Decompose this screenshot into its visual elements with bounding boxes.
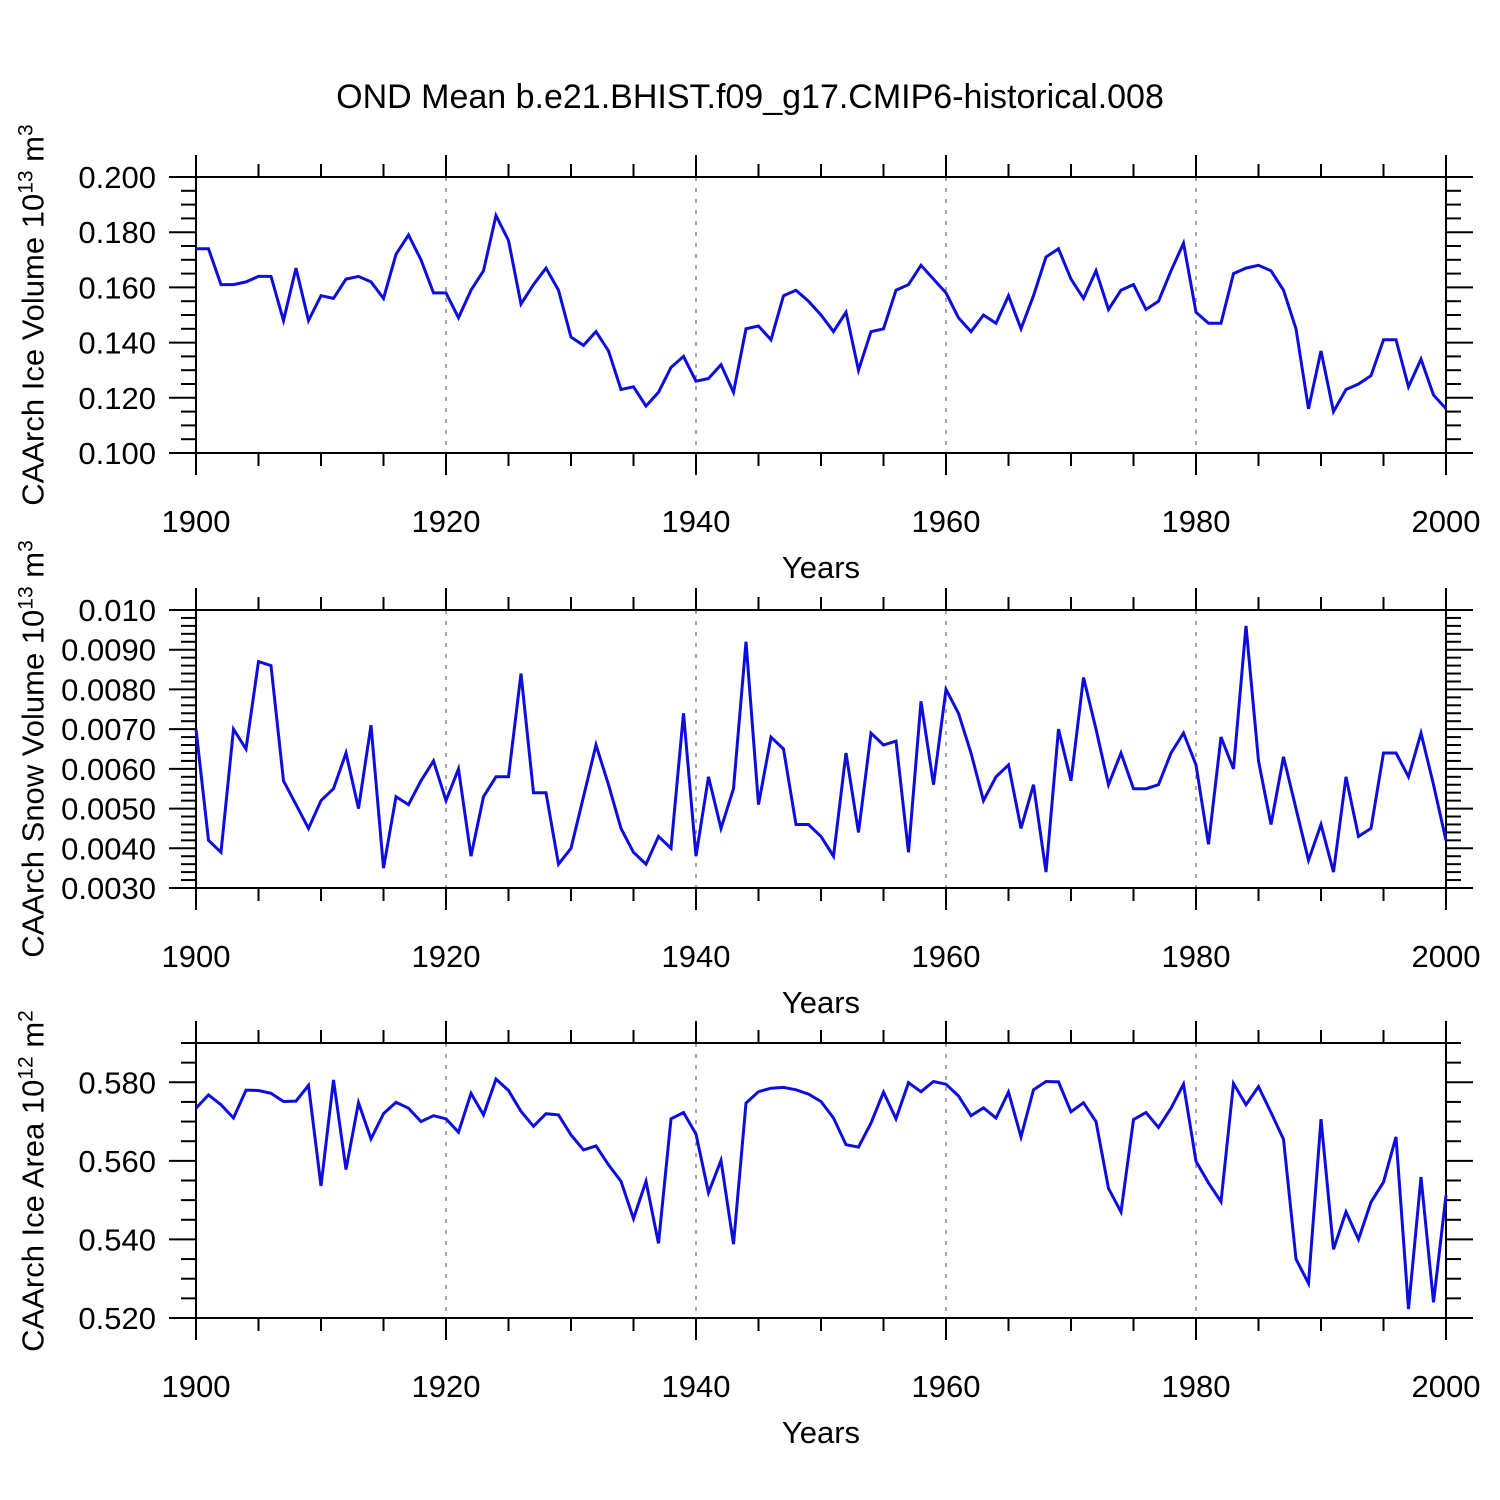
y-tick-label: 0.0050 [61, 792, 156, 827]
x-tick-label: 1920 [412, 1369, 481, 1404]
y-tick-label: 0.520 [78, 1301, 156, 1336]
x-tick-label: 2000 [1412, 1369, 1481, 1404]
axis-ticks [169, 1021, 1473, 1340]
series-line-snow-volume [194, 625, 1448, 873]
axis-ticks [169, 588, 1473, 910]
x-tick-label: 1940 [662, 939, 731, 974]
x-tick-label: 1980 [1162, 1369, 1231, 1404]
x-axis-title: Years [782, 1415, 860, 1450]
x-axis-title: Years [782, 550, 860, 585]
x-tick-label: 1960 [912, 504, 981, 539]
y-tick-label: 0.540 [78, 1222, 156, 1257]
y-tick-label: 0.120 [78, 381, 156, 416]
y-tick-label: 0.180 [78, 215, 156, 250]
x-tick-label: 1920 [412, 939, 481, 974]
y-tick-label: 0.0090 [61, 633, 156, 668]
y-tick-label: 0.160 [78, 270, 156, 305]
x-tick-label: 1960 [912, 1369, 981, 1404]
panel-snow-volume: 1900 1920 1940 1960 1980 2000 0.010 0.0090 0.008… [61, 588, 1480, 1020]
series-line-ice-area [194, 1076, 1448, 1310]
panel-ice-volume: 1900 1920 1940 1960 1980 2000 0.200 0.180 0.160 0… [78, 155, 1480, 585]
axis-ticks [169, 155, 1473, 475]
y-tick-label: 0.0040 [61, 831, 156, 866]
x-tick-label: 1980 [1162, 939, 1231, 974]
y-tick-label: 0.0060 [61, 752, 156, 787]
y-tick-label: 0.0030 [61, 871, 156, 906]
x-tick-label: 1980 [1162, 504, 1231, 539]
y-tick-label: 0.100 [78, 436, 156, 471]
y-tick-label: 0.200 [78, 160, 156, 195]
x-axis-title: Years [782, 985, 860, 1020]
y-tick-label: 0.560 [78, 1144, 156, 1179]
x-tick-label: 1900 [162, 504, 231, 539]
x-tick-label: 1900 [162, 939, 231, 974]
y-tick-label: 0.0080 [61, 672, 156, 707]
x-tick-label: 1900 [162, 1369, 231, 1404]
x-tick-label: 1920 [412, 504, 481, 539]
y-tick-label: 0.010 [78, 593, 156, 628]
x-tick-label: 1960 [912, 939, 981, 974]
panel-ice-area: 1900 1920 1940 1960 1980 2000 0.580 0.560 0.540 0… [78, 1021, 1480, 1450]
x-tick-label: 2000 [1412, 939, 1481, 974]
series-line-ice-volume [196, 211, 1448, 416]
x-tick-label: 2000 [1412, 504, 1481, 539]
y-tick-label: 0.0070 [61, 712, 156, 747]
y-tick-label: 0.140 [78, 326, 156, 361]
x-tick-label: 1940 [662, 1369, 731, 1404]
y-tick-label: 0.580 [78, 1065, 156, 1100]
chart-title: OND Mean b.e21.BHIST.f09_g17.CMIP6-histo… [336, 78, 1164, 116]
x-tick-label: 1940 [662, 504, 731, 539]
